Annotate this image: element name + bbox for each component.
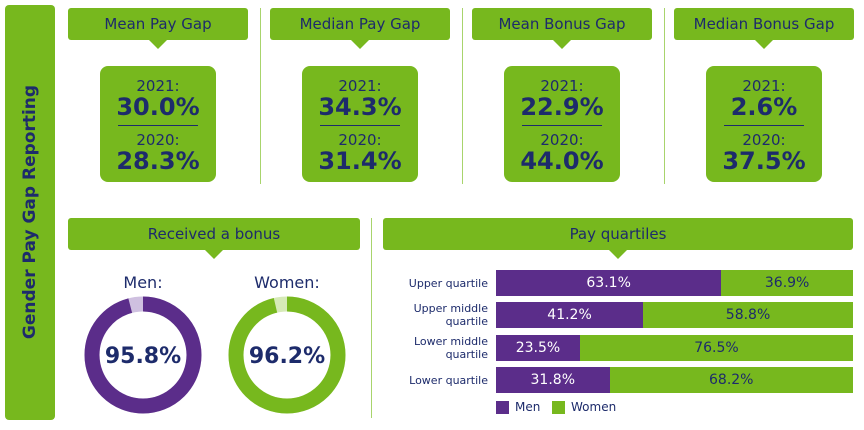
legend-swatch [552,401,565,414]
bar-segment: 68.2% [609,367,853,393]
stat-value: 31.4% [318,147,402,175]
bar-segment: 58.8% [643,302,853,328]
divider [522,125,602,126]
bar-value-label: 76.5% [694,340,739,356]
side-banner: Gender Pay Gap Reporting [5,5,55,420]
stat-heading: Median Pay Gap [270,8,450,49]
category-label: Upper middle quartile [413,302,488,328]
stat-label: 2020: [742,131,786,149]
bar-value-label: 23.5% [515,340,561,356]
stat-label: 2020: [338,131,382,149]
donut-label: Men: [123,273,163,292]
divider [320,125,400,126]
page-title: Gender Pay Gap Reporting [20,84,40,340]
stat-value: 2.6% [730,93,798,121]
category-label: Lower quartile [409,373,488,387]
bar-value-label: 68.2% [709,372,754,388]
stat-label: 2021: [136,77,180,95]
bar-segment: 41.2% [496,302,644,328]
bar-segment: 31.8% [496,367,610,393]
stat-heading: Mean Pay Gap [68,8,248,49]
divider [118,125,198,126]
stat-label: 2021: [338,77,382,95]
separator [260,8,261,184]
legend-label: Men [515,400,541,414]
donut-value: 96.2% [249,344,325,369]
legend-swatch [496,401,509,414]
stat-heading: Mean Bonus Gap [472,8,652,49]
divider [724,125,804,126]
donut-arc [84,296,202,414]
panel-heading: Received a bonus [68,218,360,259]
donut-value: 95.8% [105,344,181,369]
bar-segment: 76.5% [579,335,853,361]
stat-box: 2021: 34.3% 2020: 31.4% [302,66,418,182]
stat-value: 34.3% [318,93,402,121]
category-label: Upper quartile [408,276,488,290]
stat-heading: Median Bonus Gap [674,8,854,49]
bar-segment: 36.9% [721,270,853,296]
stat-box: 2021: 2.6% 2020: 37.5% [706,66,822,182]
stat-value: 37.5% [722,147,806,175]
separator [664,8,665,184]
stat-box: 2021: 22.9% 2020: 44.0% [504,66,620,182]
panel-heading: Pay quartiles [383,218,853,259]
donut-chart: 95.8% 96.2% [84,296,346,414]
bar-value-label: 31.8% [530,372,575,388]
bar-value-label: 63.1% [586,275,631,291]
stat-box: 2021: 30.0% 2020: 28.3% [100,66,216,182]
stat-label: 2020: [136,131,180,149]
separator [462,8,463,184]
stat-label: 2020: [540,131,584,149]
bar-value-label: 58.8% [725,307,771,323]
stat-label: 2021: [742,77,786,95]
stat-value: 44.0% [520,147,604,175]
category-label: Lower middle quartile [413,335,488,361]
stat-value: 28.3% [116,147,200,175]
bar-value-label: 41.2% [547,307,592,323]
separator [371,218,372,418]
bar-segment: 63.1% [496,270,722,296]
stat-value: 22.9% [520,93,604,121]
donut-arc [228,296,346,414]
donut-label: Women: [254,273,320,292]
stat-label: 2021: [540,77,584,95]
legend-label: Women [571,400,617,414]
bar-value-label: 36.9% [764,275,810,291]
bar-segment: 23.5% [496,335,580,361]
stat-value: 30.0% [116,93,200,121]
